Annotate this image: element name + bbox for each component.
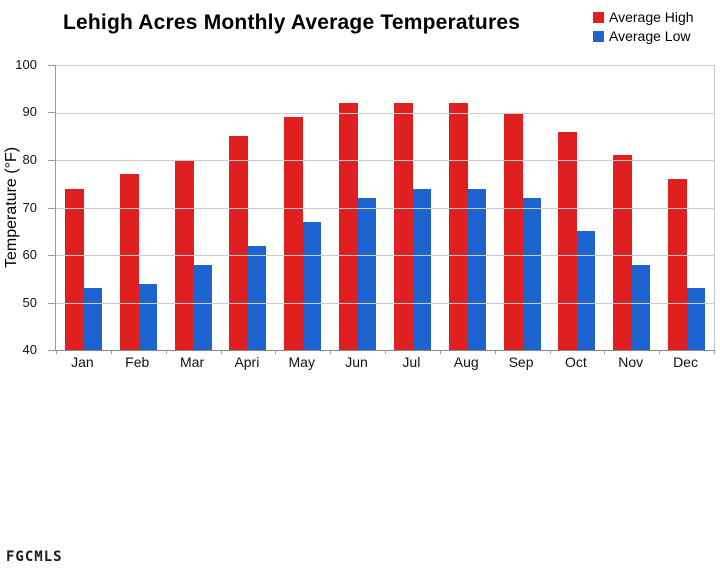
bar-group [495, 65, 550, 350]
legend-label-low: Average Low [609, 28, 691, 44]
bar-high [668, 179, 688, 350]
bar-group [385, 65, 440, 350]
legend-swatch-high-icon [593, 11, 604, 23]
bar-group [440, 65, 495, 350]
y-tick-label: 90 [22, 104, 37, 120]
x-axis-tick [659, 350, 661, 354]
x-axis-tick [330, 350, 332, 354]
x-axis-label: Feb [125, 354, 150, 370]
x-axis-label: Sep [508, 354, 534, 370]
bar-low [412, 188, 431, 350]
x-axis-label: Jul [402, 354, 421, 370]
bar-high [503, 112, 523, 350]
bar-low [358, 198, 377, 350]
x-axis-tick [549, 350, 551, 354]
x-axis-tick [56, 350, 57, 354]
x-axis-label: Nov [618, 354, 644, 370]
bar-low [632, 264, 651, 350]
y-tick-label: 70 [22, 199, 37, 215]
gridline [56, 255, 714, 256]
x-axis-tick [220, 350, 222, 354]
x-axis-labels: Jan Feb Mar Apri May Jun Jul Aug Sep Oct Nov Dec [55, 354, 713, 370]
legend-item-average-low: Average Low [593, 28, 694, 44]
gridline [56, 302, 714, 304]
y-axis-tick [48, 302, 56, 304]
y-tick-labels: 100 90 80 70 60 50 40 [0, 58, 47, 357]
x-axis-label: Dec [673, 354, 698, 370]
watermark-logo: FGCMLS [6, 549, 63, 565]
legend-label-high: Average High [609, 9, 694, 25]
gridline [56, 112, 714, 114]
bar-high [613, 155, 633, 350]
bar-low [577, 231, 596, 350]
x-axis-label: Jan [71, 354, 94, 370]
x-axis-tick [494, 350, 496, 354]
x-axis-label: May [288, 354, 315, 370]
y-axis-tick [48, 254, 56, 256]
bar-group [220, 65, 275, 350]
bar-low [303, 221, 322, 350]
bar-group [275, 65, 330, 350]
x-axis-tick [385, 350, 386, 354]
y-tick-label: 40 [22, 342, 37, 357]
gridline [56, 160, 714, 161]
plot-area [48, 65, 715, 354]
legend-item-average-high: Average High [593, 9, 694, 25]
bar-low [687, 288, 706, 350]
y-tick-label: 80 [22, 151, 37, 167]
bars-row [56, 65, 714, 350]
bar-group [111, 65, 166, 350]
legend-swatch-low-icon [593, 30, 604, 42]
x-axis-tick [110, 350, 112, 354]
bar-low [248, 245, 267, 350]
bar-high [393, 103, 413, 350]
bar-high [119, 174, 139, 350]
bar-group [659, 65, 714, 350]
bar-group [330, 65, 385, 350]
bar-high [284, 117, 304, 350]
gridline [56, 65, 714, 66]
gridline [56, 207, 714, 209]
bar-high [229, 136, 249, 350]
x-axis-label: Mar [180, 354, 205, 370]
bar-high [64, 188, 84, 350]
x-axis-label: Apri [234, 354, 260, 370]
legend: Average High Average Low [593, 9, 694, 44]
x-axis-label: Oct [564, 354, 587, 370]
y-axis-tick [48, 207, 56, 209]
bar-high [339, 103, 359, 350]
x-axis-tick [439, 350, 441, 354]
bar-low [138, 283, 157, 350]
y-axis-tick [48, 159, 56, 161]
x-axis-label: Jun [345, 354, 368, 370]
x-axis-tick [604, 350, 606, 354]
y-axis-tick [48, 350, 56, 351]
y-tick-label: 60 [22, 246, 37, 262]
y-axis-tick [48, 112, 56, 114]
chart-title: Lehigh Acres Monthly Average Temperature… [63, 11, 521, 34]
bar-low [193, 264, 212, 350]
bar-group [549, 65, 604, 350]
x-axis-tick [275, 350, 277, 354]
bar-group [604, 65, 659, 350]
x-axis-label: Aug [453, 354, 479, 370]
bar-low [467, 188, 486, 350]
bar-group [56, 65, 111, 350]
y-tick-label: 100 [15, 57, 37, 72]
y-tick-label: 50 [22, 294, 37, 310]
bar-high [558, 131, 578, 350]
bar-low [522, 198, 541, 350]
x-axis-tick [165, 350, 167, 354]
bar-high [448, 103, 468, 350]
y-axis-tick [48, 65, 56, 66]
bar-low [83, 288, 102, 350]
x-axis-tick [714, 350, 715, 354]
